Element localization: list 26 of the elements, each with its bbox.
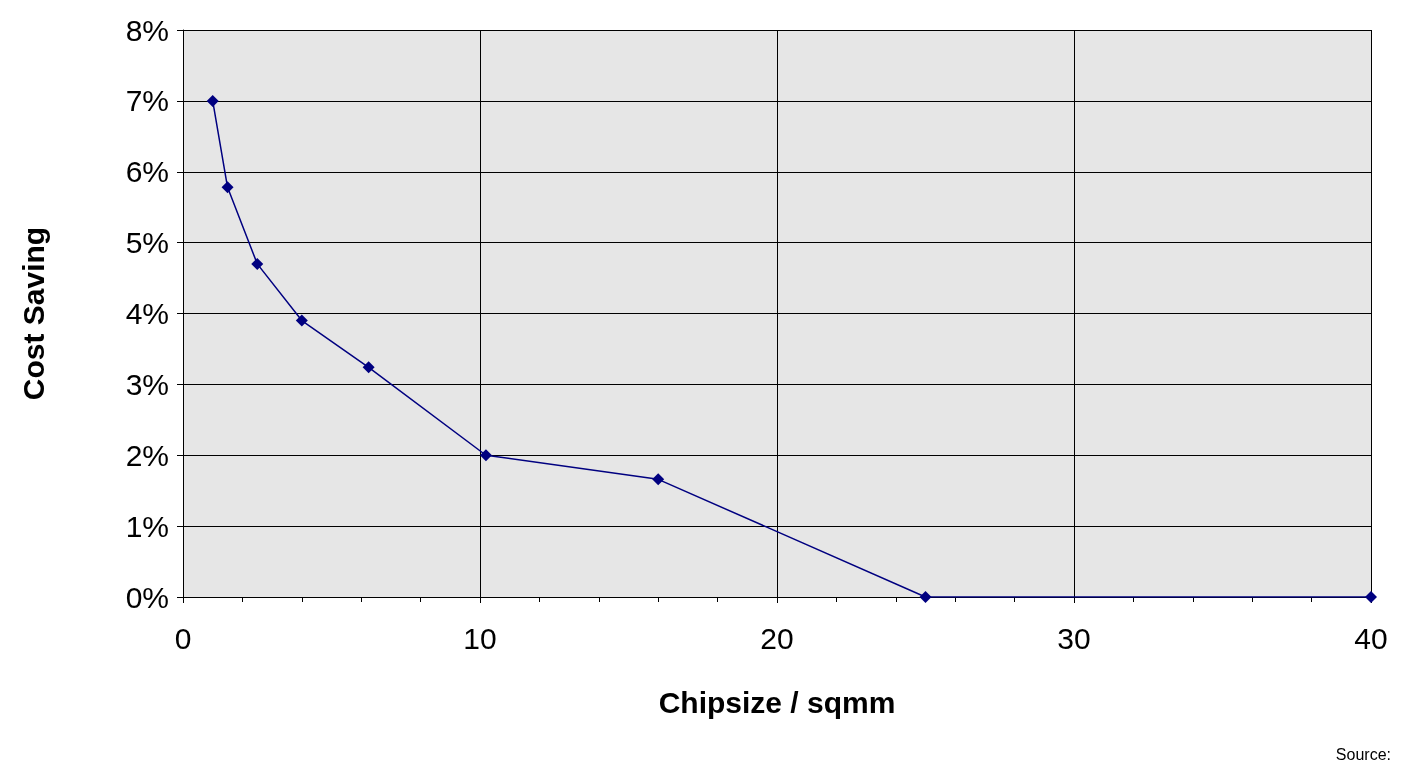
point [652, 473, 665, 486]
x-tick-label: 20 [760, 621, 794, 655]
y-tick-label: 7% [125, 84, 169, 118]
x-tick-label: 40 [1354, 621, 1388, 655]
y-axis-title: Cost Saving [16, 226, 50, 401]
y-tick-label: 3% [125, 367, 169, 401]
x-axis-title: Chipsize / sqmm [658, 685, 896, 719]
y-tick-label: 1% [125, 509, 169, 543]
y-tick-label: 0% [125, 580, 169, 614]
point [362, 361, 375, 374]
point [919, 591, 932, 603]
point [479, 449, 492, 462]
source-note: Source: [1335, 745, 1391, 763]
x-tick-label: 10 [463, 621, 497, 655]
x-tick-label: 0 [174, 621, 192, 655]
point [251, 257, 264, 270]
y-tick-label: 6% [125, 155, 169, 189]
y-tick-label: 8% [125, 13, 169, 47]
point [295, 314, 308, 327]
x-tick-label: 30 [1057, 621, 1091, 655]
y-tick-label: 5% [125, 226, 169, 260]
point [1365, 591, 1377, 603]
y-tick-label: 4% [125, 297, 169, 330]
point [206, 94, 219, 107]
point [221, 181, 234, 194]
y-tick-label: 2% [125, 438, 169, 472]
